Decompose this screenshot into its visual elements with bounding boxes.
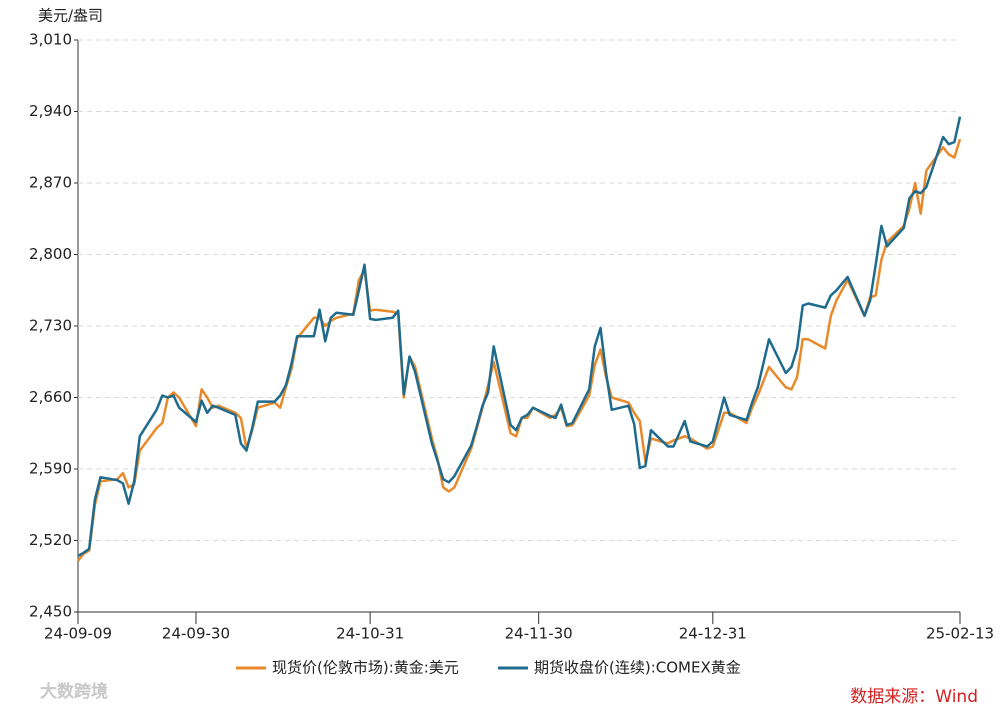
y-tick-label: 2,870: [29, 174, 72, 192]
y-tick-label: 2,660: [29, 388, 72, 406]
y-tick-label: 3,010: [29, 31, 72, 49]
x-tick-label: 24-09-30: [162, 625, 230, 643]
y-tick-label: 2,590: [29, 460, 72, 478]
legend-label: 现货价(伦敦市场):黄金:美元: [272, 659, 459, 677]
y-tick-label: 2,450: [29, 603, 72, 621]
series-line: [77, 138, 962, 562]
series-line: [77, 116, 962, 557]
watermark: 大数跨境: [40, 681, 108, 702]
y-unit: 美元/盎司: [38, 7, 103, 25]
x-tick-label: 24-10-31: [336, 625, 404, 643]
y-tick-label: 2,940: [29, 102, 72, 120]
source: 数据来源：Wind: [850, 687, 978, 707]
y-tick-label: 2,520: [29, 531, 72, 549]
x-tick-label: 24-12-31: [679, 625, 747, 643]
x-tick-label: 24-09-09: [44, 625, 112, 643]
legend-label: 期货收盘价(连续):COMEX黄金: [534, 659, 741, 677]
x-tick-label: 24-11-30: [505, 625, 573, 643]
x-tick-label: 25-02-13: [926, 625, 994, 643]
y-tick-label: 2,730: [29, 317, 72, 335]
y-tick-label: 2,800: [29, 245, 72, 263]
